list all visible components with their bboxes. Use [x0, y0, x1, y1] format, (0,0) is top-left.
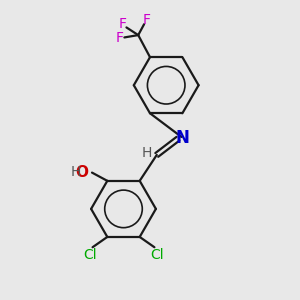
Text: F: F: [142, 13, 151, 27]
Text: H: H: [70, 165, 81, 179]
Text: O: O: [75, 165, 88, 180]
Text: H: H: [141, 146, 152, 161]
Text: F: F: [119, 17, 127, 31]
Text: F: F: [116, 31, 124, 45]
Text: N: N: [176, 129, 190, 147]
Text: Cl: Cl: [150, 248, 164, 262]
Text: Cl: Cl: [83, 248, 97, 262]
